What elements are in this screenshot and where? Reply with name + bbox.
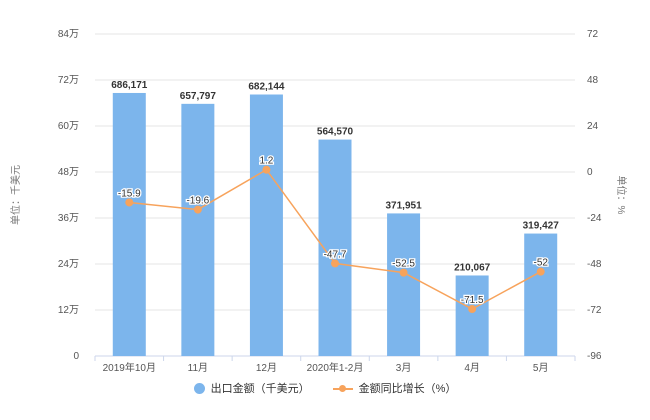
legend: 出口金额（千美元） 金额同比增长（%） [0, 380, 650, 397]
x-tick-label: 12月 [256, 362, 277, 374]
left-tick-label: 36万 [58, 213, 79, 224]
bar-value-label: 564,570 [317, 127, 354, 138]
line-value-label: -15.9 [118, 188, 141, 199]
bar-series-marker-icon [193, 382, 205, 394]
bar-value-label: 210,067 [454, 262, 491, 273]
bar[interactable] [387, 213, 421, 356]
bar-series: 686,171 657,797 682,144 564,570 371,951 210,0… [111, 80, 560, 357]
right-tick-label: 48 [587, 75, 599, 86]
line-value-label: -52 [533, 258, 548, 269]
line-point[interactable] [125, 198, 134, 207]
right-tick-label: 24 [587, 121, 599, 132]
line-value-label: -47.7 [324, 249, 347, 260]
bar[interactable] [249, 94, 283, 356]
line-point[interactable] [331, 259, 339, 268]
line-point[interactable] [468, 305, 477, 314]
left-tick-label: 48万 [58, 167, 79, 178]
bar[interactable] [112, 92, 146, 357]
left-tick-label: 0 [73, 351, 79, 362]
legend-label-export-amount: 出口金额（千美元） [210, 383, 310, 395]
left-tick-label: 24万 [58, 259, 79, 270]
right-tick-label: 72 [587, 29, 599, 40]
right-tick-label: -24 [587, 213, 602, 224]
right-tick-label: 0 [587, 167, 593, 178]
right-tick-label: -72 [587, 305, 602, 316]
x-tick-label: 5月 [533, 362, 549, 374]
legend-label-yoy-growth: 金额同比增长（%） [358, 383, 457, 395]
line-value-label: 1.2 [259, 156, 273, 167]
bar[interactable] [455, 275, 489, 356]
line-point[interactable] [193, 205, 202, 214]
legend-item-yoy-growth[interactable]: 金额同比增长（%） [332, 380, 457, 396]
x-tick-label: 3月 [396, 362, 412, 374]
left-axis-ticks: 0 12万 24万 36万 48万 60万 72万 84万 [58, 29, 80, 362]
legend-item-export-amount[interactable]: 出口金额（千美元） [193, 380, 310, 396]
line-point[interactable] [399, 268, 408, 277]
bar-value-label: 371,951 [385, 200, 422, 211]
bar-value-label: 682,144 [248, 82, 285, 93]
left-tick-label: 12万 [58, 305, 79, 316]
left-tick-label: 84万 [58, 29, 79, 40]
line-series-marker-icon [332, 383, 353, 394]
bar-value-label: 657,797 [180, 91, 217, 102]
x-tick-label: 2019年10月 [103, 361, 156, 374]
right-axis-label: 单位：% [615, 176, 628, 215]
line-point[interactable] [262, 165, 271, 174]
line-value-label: -52.5 [392, 259, 415, 270]
left-tick-label: 60万 [58, 121, 79, 132]
x-tick-label: 4月 [464, 362, 480, 374]
left-axis-label: 单位：千美元 [9, 165, 22, 225]
right-axis-ticks: -96 -72 -48 -24 0 24 48 72 [587, 29, 602, 362]
left-tick-label: 72万 [58, 75, 79, 86]
right-tick-label: -48 [587, 259, 602, 270]
line-series: -15.9 -19.6 1.2 -47.7 -52.5 -71.5 -52 [117, 154, 550, 314]
x-tick-label: 2020年1-2月 [307, 361, 364, 374]
x-axis: 2019年10月 11月 12月 2020年1-2月 3月 4月 5月 [94, 356, 576, 374]
bar[interactable] [181, 103, 215, 356]
line-point[interactable] [536, 267, 545, 276]
line-value-label: -19.6 [186, 196, 209, 207]
line-value-label: -71.5 [461, 295, 484, 306]
x-tick-label: 11月 [188, 362, 208, 374]
bar-value-label: 319,427 [523, 221, 560, 232]
bar-value-label: 686,171 [111, 80, 148, 91]
bar[interactable] [524, 233, 558, 356]
right-tick-label: -96 [587, 351, 602, 362]
